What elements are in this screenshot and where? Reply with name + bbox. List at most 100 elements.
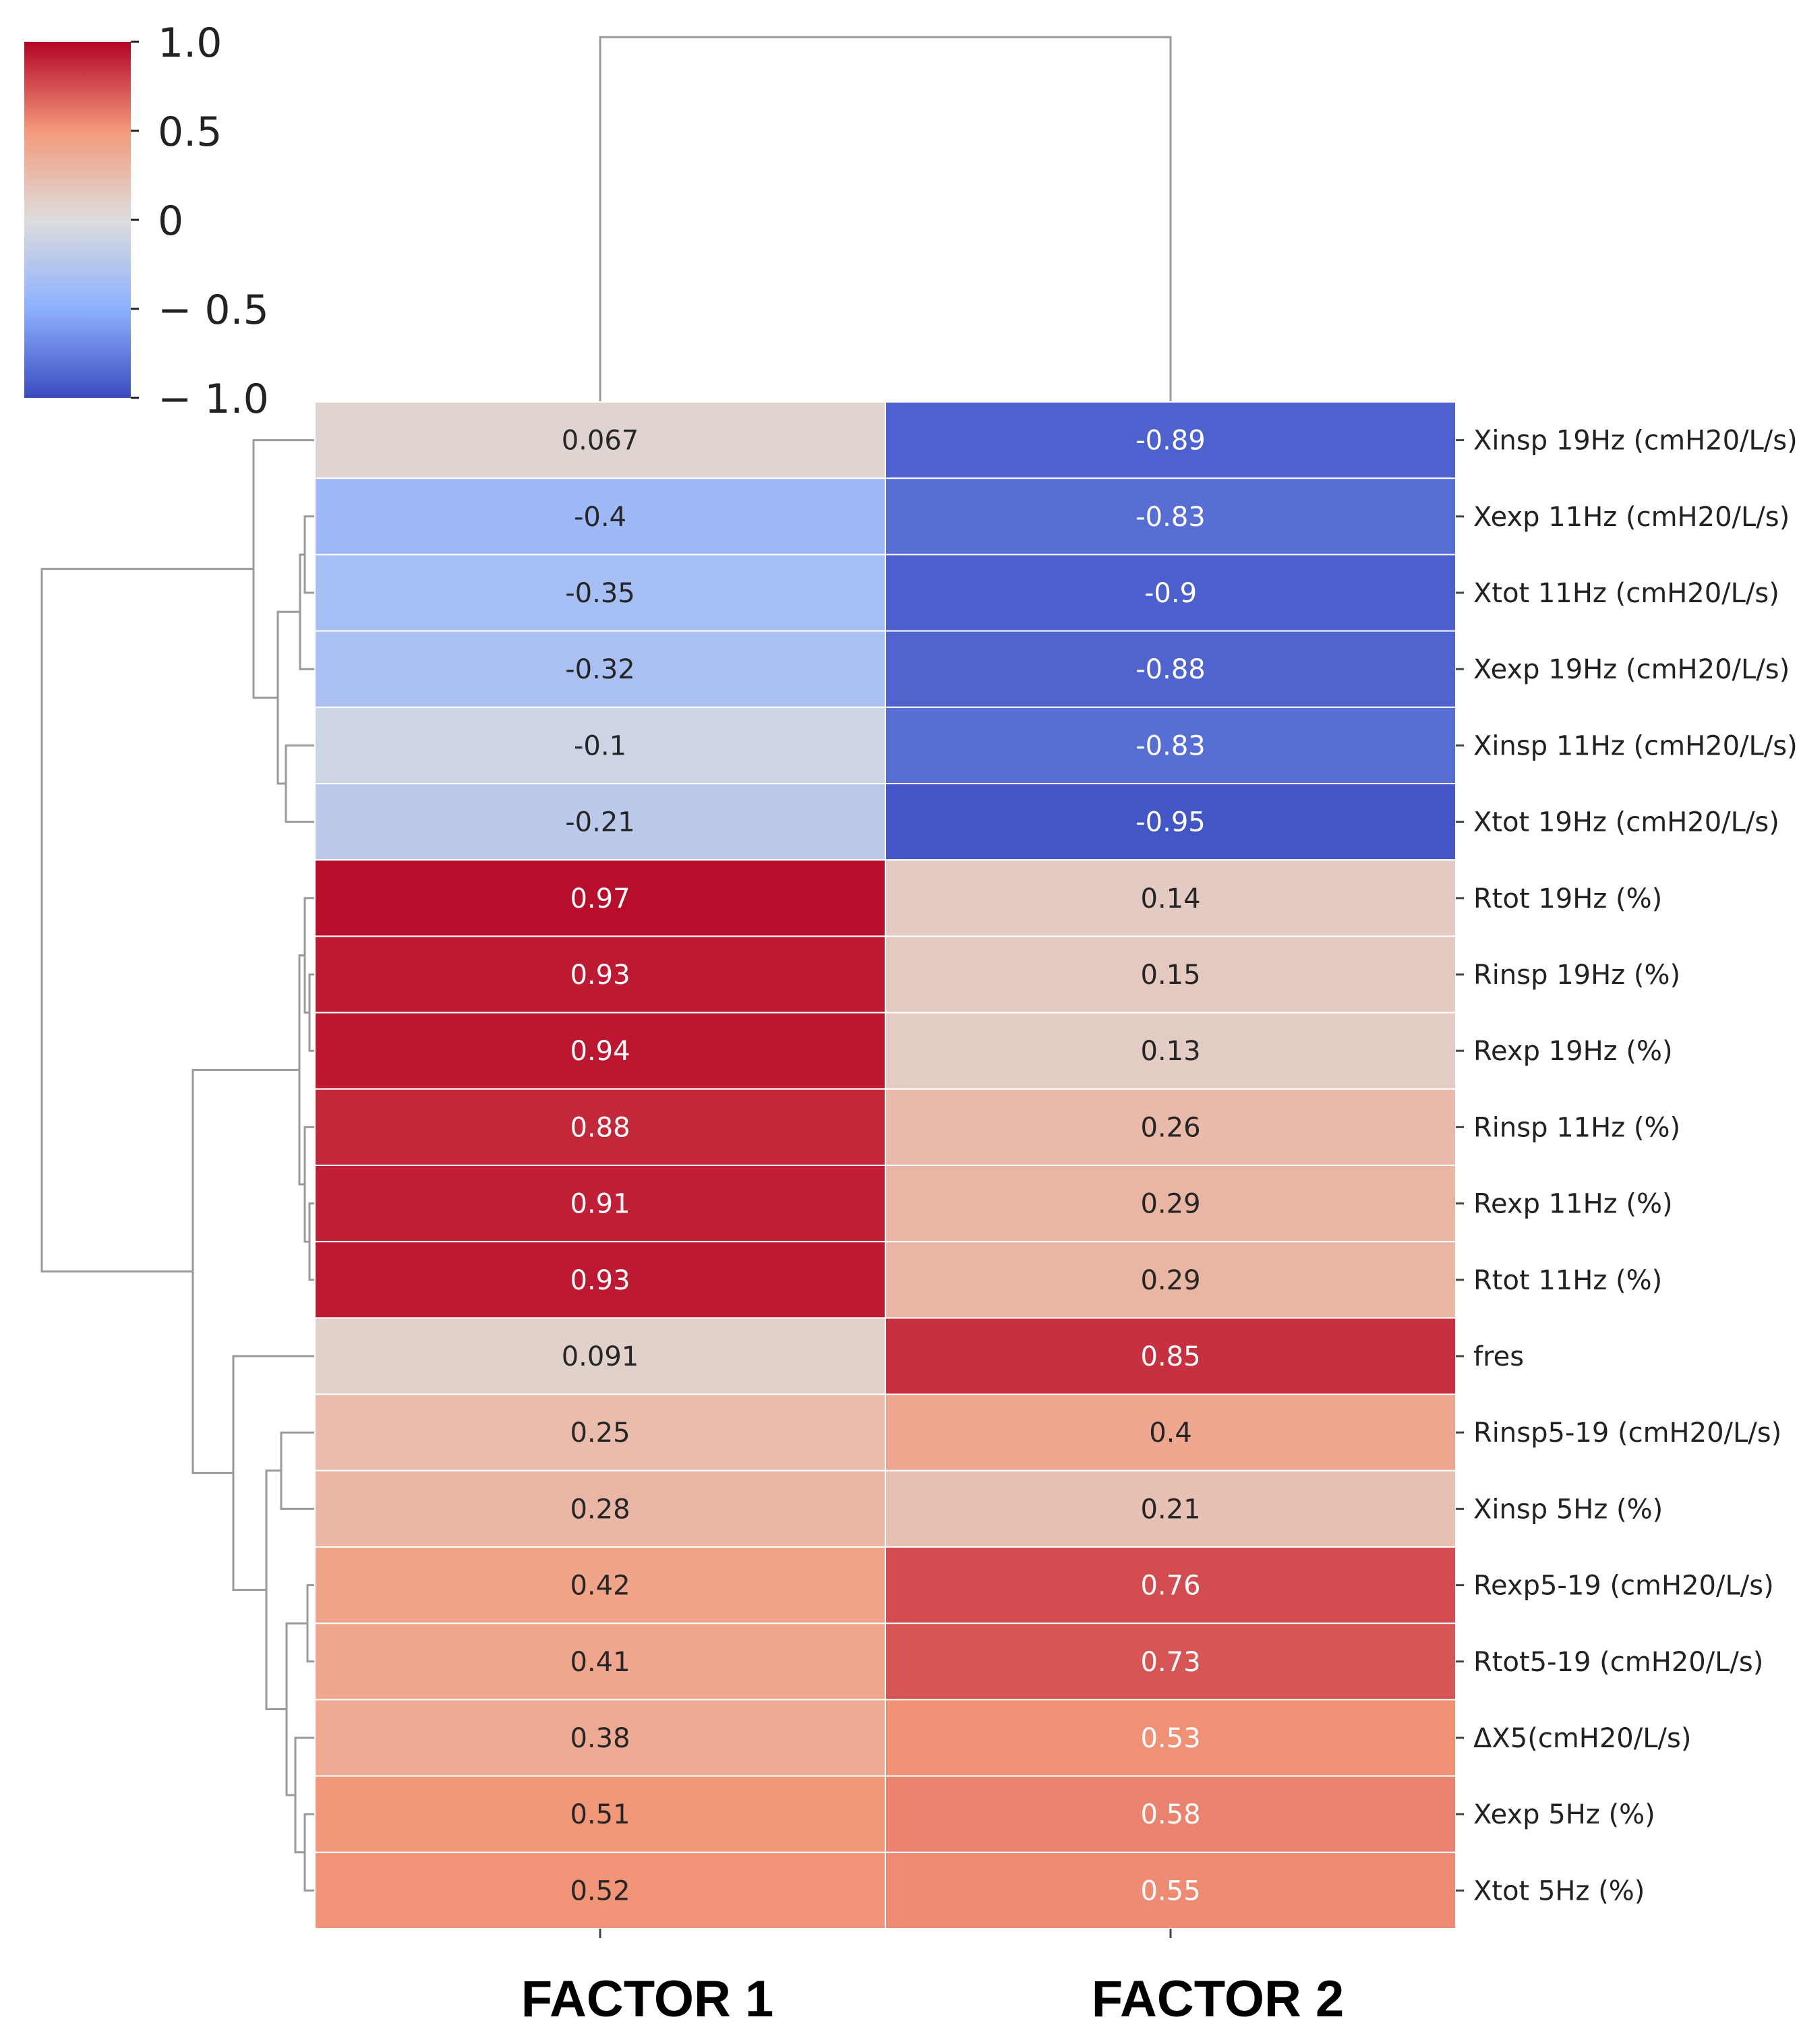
column-dendrogram xyxy=(599,36,1172,402)
row-dendrogram-link xyxy=(276,610,300,785)
cell-value-label: 0.73 xyxy=(1140,1647,1200,1678)
cell-value-label: 0.94 xyxy=(570,1036,630,1067)
cell-value-label: 0.38 xyxy=(570,1723,630,1754)
heatmap-cell xyxy=(885,1241,1456,1319)
row-label: Xexp 5Hz (%) xyxy=(1473,1799,1655,1830)
heatmap-cell xyxy=(314,706,886,785)
row-label: Xtot 19Hz (cmH20/L/s) xyxy=(1473,807,1779,838)
heatmap-cell xyxy=(885,1775,1456,1853)
cell-value-label: 0.52 xyxy=(570,1875,630,1906)
heatmap-cell xyxy=(314,935,886,1014)
cell-value-label: -0.32 xyxy=(565,654,635,685)
row-label: Rexp5-19 (cmH20/L/s) xyxy=(1473,1571,1774,1602)
cell-value-label: 0.091 xyxy=(562,1341,639,1372)
cell-value-label: 0.13 xyxy=(1140,1036,1200,1067)
row-label: fres xyxy=(1473,1341,1524,1372)
heatmap-cell xyxy=(314,554,886,632)
heatmap-cell xyxy=(885,1699,1456,1777)
heatmap-cell xyxy=(885,1165,1456,1243)
cell-value-label: 0.58 xyxy=(1140,1799,1200,1830)
heatmap-cell xyxy=(314,1317,886,1395)
row-label: Rtot5-19 (cmH20/L/s) xyxy=(1473,1647,1763,1678)
cell-value-label: 0.29 xyxy=(1140,1265,1200,1296)
heatmap-cell xyxy=(885,1317,1456,1395)
heatmap-cell xyxy=(314,630,886,708)
column-labels: FACTOR 1 FACTOR 2 xyxy=(521,1929,1344,2028)
heatmap-cell xyxy=(314,1469,886,1548)
colorbar-tick-label: − 1.0 xyxy=(158,376,269,423)
cell-value-label: 0.42 xyxy=(570,1571,630,1602)
colorbar-tick-label: − 0.5 xyxy=(158,287,269,334)
cell-value-label: -0.1 xyxy=(574,730,626,761)
row-labels: Xinsp 19Hz (cmH20/L/s) Xexp 11Hz (cmH20/L… xyxy=(1456,426,1798,1906)
heatmap-cell-labels: 0.067 -0.89 -0.4 -0.83 -0.35 -0.9 -0.32 -0.88 -0… xyxy=(562,426,1206,1907)
cell-value-label: -0.9 xyxy=(1144,578,1197,609)
row-label: Rexp 11Hz (%) xyxy=(1473,1189,1673,1220)
heatmap-cell xyxy=(885,783,1456,861)
heatmap-cell xyxy=(885,401,1456,479)
cell-value-label: 0.88 xyxy=(570,1112,630,1143)
row-dendrogram-link xyxy=(285,744,315,823)
row-dendrogram-link xyxy=(265,1469,287,1711)
cell-value-label: 0.76 xyxy=(1140,1571,1200,1602)
row-dendrogram-link xyxy=(303,1813,315,1892)
cell-value-label: 0.91 xyxy=(570,1189,630,1220)
cell-value-label: 0.85 xyxy=(1140,1341,1200,1372)
heatmap-cell xyxy=(885,706,1456,785)
heatmap-cell xyxy=(314,1088,886,1167)
row-dendrogram xyxy=(40,439,315,1892)
heatmap-cell xyxy=(314,1165,886,1243)
row-label: Xinsp 19Hz (cmH20/L/s) xyxy=(1473,426,1798,457)
colorbar: 1.0 0.5 0 − 0.5 − 1.0 xyxy=(24,20,269,423)
heatmap-cell xyxy=(885,1851,1456,1930)
cell-value-label: 0.93 xyxy=(570,1265,630,1296)
heatmap-cells xyxy=(314,401,1456,1930)
cell-value-label: 0.28 xyxy=(570,1494,630,1525)
row-label: Rinsp 19Hz (%) xyxy=(1473,960,1680,991)
row-label: Rtot 19Hz (%) xyxy=(1473,883,1662,914)
row-label: Xexp 19Hz (cmH20/L/s) xyxy=(1473,654,1790,685)
cell-value-label: -0.89 xyxy=(1136,426,1206,457)
heatmap-cell xyxy=(885,1393,1456,1471)
cell-value-label: 0.26 xyxy=(1140,1112,1200,1143)
cell-value-label: 0.97 xyxy=(570,883,630,914)
cell-value-label: 0.51 xyxy=(570,1799,630,1830)
colorbar-tick-label: 1.0 xyxy=(158,20,222,67)
row-dendrogram-link xyxy=(40,568,254,1273)
row-label: Xtot 5Hz (%) xyxy=(1473,1875,1645,1906)
heatmap-cell xyxy=(314,1623,886,1701)
column-dendrogram-link xyxy=(599,36,1172,402)
cell-value-label: -0.83 xyxy=(1136,502,1206,533)
row-dendrogram-link xyxy=(303,515,315,594)
heatmap-cell xyxy=(314,1393,886,1471)
cell-value-label: -0.95 xyxy=(1136,807,1206,838)
column-label: FACTOR 2 xyxy=(1092,1970,1344,2028)
cell-value-label: -0.88 xyxy=(1136,654,1206,685)
row-dendrogram-link xyxy=(232,1355,315,1592)
row-label: Rexp 19Hz (%) xyxy=(1473,1036,1673,1067)
heatmap-cell xyxy=(314,1775,886,1853)
heatmap-cell xyxy=(314,1851,886,1930)
cell-value-label: 0.21 xyxy=(1140,1494,1200,1525)
row-label: Rinsp5-19 (cmH20/L/s) xyxy=(1473,1418,1781,1449)
cell-value-label: 0.14 xyxy=(1140,883,1200,914)
row-dendrogram-link xyxy=(308,1202,315,1281)
heatmap-cell xyxy=(885,630,1456,708)
cell-value-label: 0.29 xyxy=(1140,1189,1200,1220)
row-dendrogram-link xyxy=(308,973,315,1052)
cell-value-label: -0.21 xyxy=(565,807,635,838)
row-dendrogram-link xyxy=(306,1584,315,1663)
row-label: ΔX5(cmH20/L/s) xyxy=(1473,1723,1691,1754)
colorbar-tick-label: 0 xyxy=(158,198,183,245)
cell-value-label: -0.35 xyxy=(565,578,635,609)
cell-value-label: 0.93 xyxy=(570,960,630,991)
row-label: Xinsp 11Hz (cmH20/L/s) xyxy=(1473,730,1798,761)
heatmap-cell xyxy=(885,935,1456,1014)
row-dendrogram-link xyxy=(285,1622,307,1797)
cell-value-label: 0.067 xyxy=(562,426,639,457)
cell-value-label: 0.55 xyxy=(1140,1875,1200,1906)
cell-value-label: 0.41 xyxy=(570,1647,630,1678)
row-label: Rinsp 11Hz (%) xyxy=(1473,1112,1680,1143)
row-label: Rtot 11Hz (%) xyxy=(1473,1265,1662,1296)
